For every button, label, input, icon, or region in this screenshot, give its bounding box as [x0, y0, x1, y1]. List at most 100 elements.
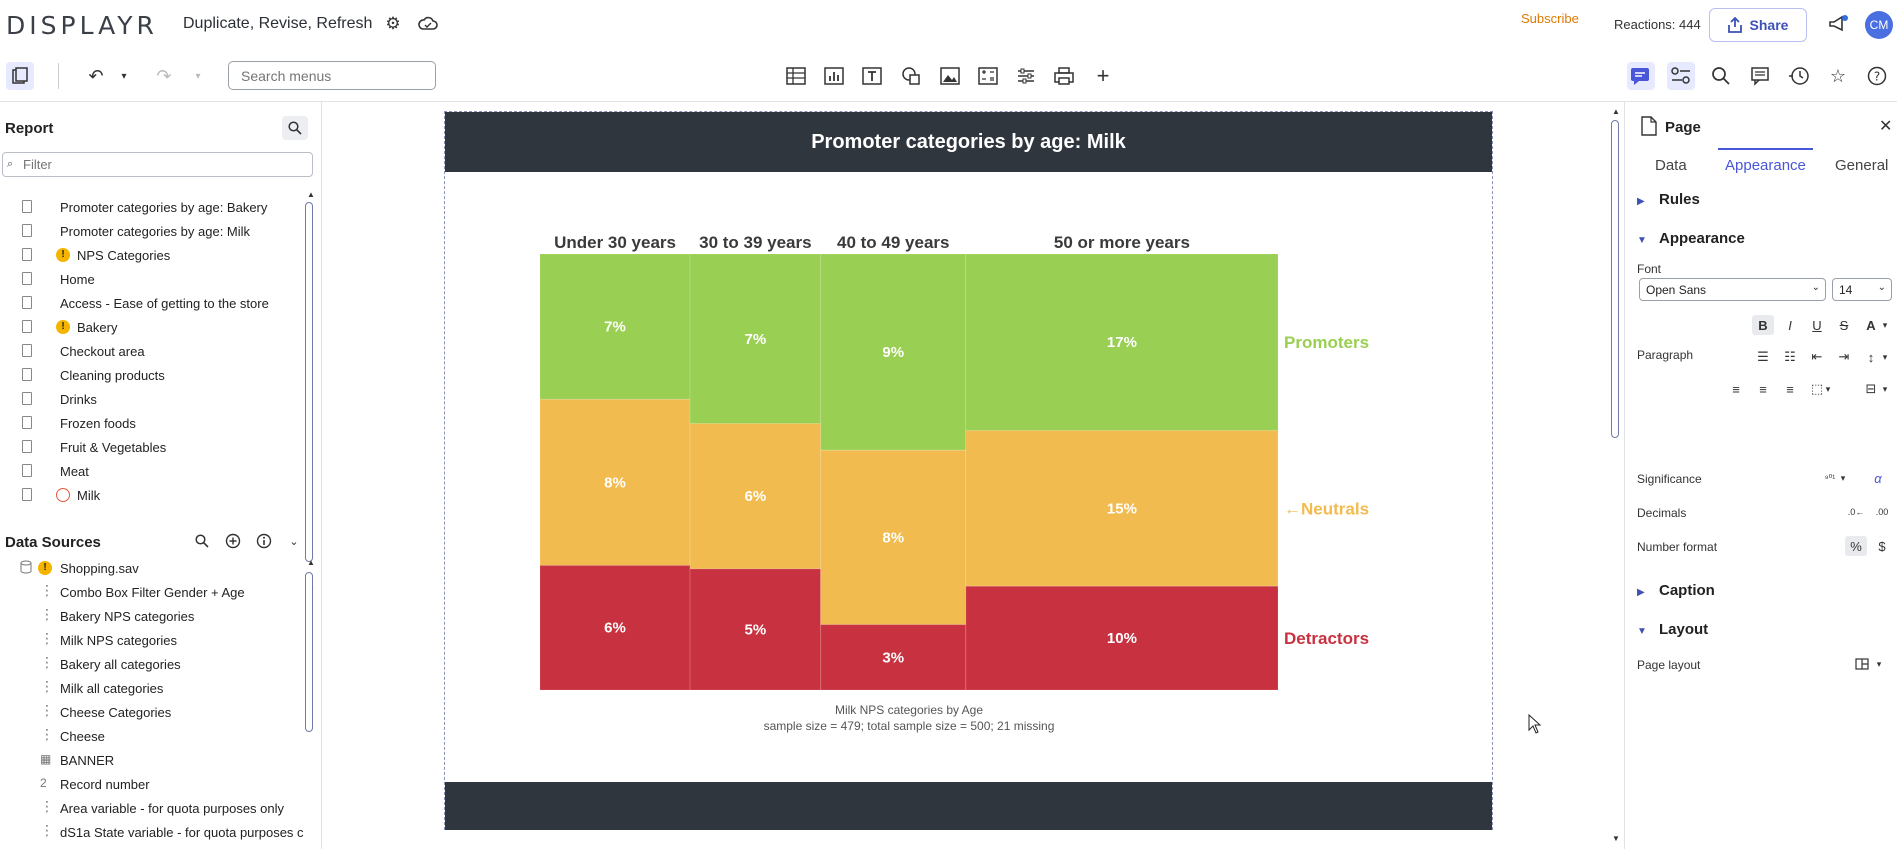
mosaic-chart[interactable]: Under 30 years 7% 8% 6% 30 to 39 years 7% 6% 5%… — [445, 112, 1492, 782]
vertical-align-icon[interactable]: ⬚ — [1810, 381, 1824, 396]
data-source-variable[interactable]: ⋮ dS1a State variable - for quota purpose… — [0, 822, 305, 844]
data-file-row[interactable]: ! Shopping.sav — [0, 558, 305, 580]
section-layout[interactable]: ▼ Layout — [1637, 621, 1708, 638]
font-color-icon[interactable]: A — [1866, 317, 1876, 333]
line-spacing-icon[interactable]: ↕ — [1867, 349, 1875, 365]
report-search-icon[interactable] — [282, 116, 308, 140]
canvas-scrollbar[interactable] — [1611, 120, 1619, 438]
cloud-icon[interactable] — [416, 12, 440, 36]
section-caption[interactable]: ▶ Caption — [1637, 582, 1715, 599]
align-center-icon[interactable]: ≡ — [1759, 381, 1767, 397]
bold-icon[interactable]: B — [1752, 315, 1774, 335]
subscribe-link[interactable]: Subscribe — [1521, 11, 1579, 26]
report-tree-item[interactable]: Cleaning products — [0, 365, 305, 387]
line-spacing-chevron-icon[interactable]: ▾ — [1882, 351, 1888, 362]
text-direction-icon[interactable]: ⊟ — [1865, 381, 1877, 396]
underline-icon[interactable]: U — [1812, 317, 1822, 333]
undo-icon[interactable]: ↶ — [88, 65, 104, 86]
significance-options-icon[interactable]: ⁹⁰¹ — [1824, 472, 1836, 483]
report-tree-item[interactable]: Meat — [0, 461, 305, 483]
history-icon[interactable] — [1785, 62, 1813, 90]
calculation-icon[interactable] — [974, 62, 1002, 90]
decrease-decimals-icon[interactable]: .0← — [1847, 507, 1865, 517]
decrease-indent-icon[interactable]: ⇤ — [1811, 349, 1823, 364]
report-tree-item[interactable]: ! NPS Categories — [0, 245, 305, 267]
data-source-variable[interactable]: ⋮ Combo Box Filter Gender + Age — [0, 582, 305, 604]
increase-decimals-icon[interactable]: .00 — [1875, 507, 1889, 517]
data-source-variable[interactable]: ⋮ Milk NPS categories — [0, 630, 305, 652]
help-icon[interactable]: ? — [1863, 62, 1891, 90]
section-appearance[interactable]: ▼ Appearance — [1637, 230, 1745, 247]
comments-icon[interactable] — [1746, 62, 1774, 90]
data-sources-scrollbar[interactable] — [305, 572, 313, 732]
report-filter-input[interactable] — [2, 152, 313, 177]
data-sources-scroll-up-icon[interactable]: ▲ — [307, 558, 315, 567]
increase-indent-icon[interactable]: ⇥ — [1838, 349, 1850, 364]
font-size-select[interactable]: 14 ⌄ — [1832, 278, 1892, 301]
collapse-chevron-icon[interactable]: ⌄ — [289, 535, 299, 548]
report-tree-item[interactable]: Access - Ease of getting to the store — [0, 293, 305, 315]
object-inspector-icon[interactable] — [1667, 62, 1695, 90]
gear-icon[interactable]: ⚙ — [385, 14, 401, 33]
image-icon[interactable] — [936, 62, 964, 90]
report-tree-item[interactable]: Home — [0, 269, 305, 291]
add-data-source-icon[interactable] — [222, 530, 244, 552]
canvas-scroll-up-icon[interactable]: ▲ — [1612, 107, 1620, 116]
controls-icon[interactable] — [1012, 62, 1040, 90]
chart-icon[interactable] — [820, 62, 848, 90]
strikethrough-icon[interactable]: S — [1839, 317, 1849, 333]
search-menus-input[interactable] — [228, 61, 436, 90]
report-tree-item[interactable]: Drinks — [0, 389, 305, 411]
page-layout-icon[interactable] — [1851, 654, 1873, 674]
align-right-icon[interactable]: ≡ — [1786, 381, 1794, 397]
report-tree-item[interactable]: Promoter categories by age: Bakery — [0, 197, 305, 219]
add-icon[interactable]: + — [1096, 63, 1110, 88]
percent-format-icon[interactable]: % — [1845, 536, 1867, 556]
pages-panel-icon[interactable] — [6, 62, 34, 90]
report-page[interactable]: Promoter categories by age: Milk Under 3… — [444, 111, 1493, 830]
data-source-variable[interactable]: ⋮ Milk all categories — [0, 678, 305, 700]
data-source-variable[interactable]: 2 Record number — [0, 774, 305, 796]
data-source-variable[interactable]: ⋮ Bakery all categories — [0, 654, 305, 676]
page-title[interactable]: Promoter categories by age: Milk — [811, 130, 1126, 153]
report-tree-item[interactable]: Frozen foods — [0, 413, 305, 435]
info-icon[interactable] — [253, 530, 275, 552]
document-title[interactable]: Duplicate, Revise, Refresh — [183, 15, 373, 32]
alpha-icon[interactable]: α — [1874, 470, 1882, 486]
displayr-logo[interactable]: DISPLAYR — [6, 11, 158, 40]
significance-chevron-icon[interactable]: ▾ — [1840, 472, 1846, 483]
print-icon[interactable] — [1050, 62, 1078, 90]
share-button[interactable]: Share — [1709, 8, 1807, 42]
report-tree-item[interactable]: Promoter categories by age: Milk — [0, 221, 305, 243]
italic-icon[interactable]: I — [1788, 317, 1792, 333]
font-color-chevron-icon[interactable]: ▾ — [1882, 319, 1888, 330]
tab-appearance[interactable]: Appearance — [1725, 157, 1806, 174]
data-source-variable[interactable]: ⋮ Area variable - for quota purposes only — [0, 798, 305, 820]
report-tree-item[interactable]: ! Bakery — [0, 317, 305, 339]
data-source-variable[interactable]: ▦ BANNER — [0, 750, 305, 772]
font-family-select[interactable]: Open Sans ⌄ — [1639, 278, 1826, 301]
numbered-list-icon[interactable]: ☷ — [1784, 349, 1796, 364]
section-rules[interactable]: ▶ Rules — [1637, 191, 1700, 208]
report-scroll-up-icon[interactable]: ▲ — [307, 190, 315, 199]
bullet-list-icon[interactable]: ☰ — [1757, 349, 1769, 364]
redo-icon[interactable]: ↷ — [156, 65, 172, 86]
currency-format-icon[interactable]: $ — [1878, 538, 1886, 554]
search-icon[interactable] — [1707, 62, 1735, 90]
megaphone-icon[interactable] — [1826, 12, 1850, 36]
chat-assistant-icon[interactable] — [1627, 62, 1655, 90]
close-icon[interactable]: ✕ — [1879, 118, 1893, 135]
data-source-variable[interactable]: ⋮ Cheese Categories — [0, 702, 305, 724]
tab-general[interactable]: General — [1835, 157, 1889, 174]
shapes-icon[interactable] — [897, 62, 925, 90]
tab-data[interactable]: Data — [1655, 157, 1687, 174]
report-tree-item[interactable]: Milk — [0, 485, 305, 507]
report-tree-item[interactable]: Checkout area — [0, 341, 305, 363]
align-left-icon[interactable]: ≡ — [1732, 381, 1740, 397]
undo-history-chevron-icon[interactable]: ▾ — [121, 70, 127, 82]
report-tree-item[interactable]: Fruit & Vegetables — [0, 437, 305, 459]
report-scrollbar[interactable] — [305, 202, 313, 562]
text-direction-chevron-icon[interactable]: ▾ — [1882, 383, 1888, 394]
vertical-align-chevron-icon[interactable]: ▾ — [1825, 383, 1831, 394]
table-icon[interactable] — [782, 62, 810, 90]
